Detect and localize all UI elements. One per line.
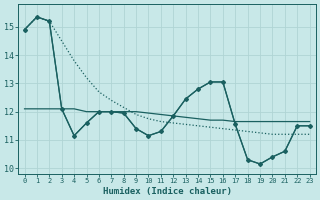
X-axis label: Humidex (Indice chaleur): Humidex (Indice chaleur) [103, 187, 232, 196]
